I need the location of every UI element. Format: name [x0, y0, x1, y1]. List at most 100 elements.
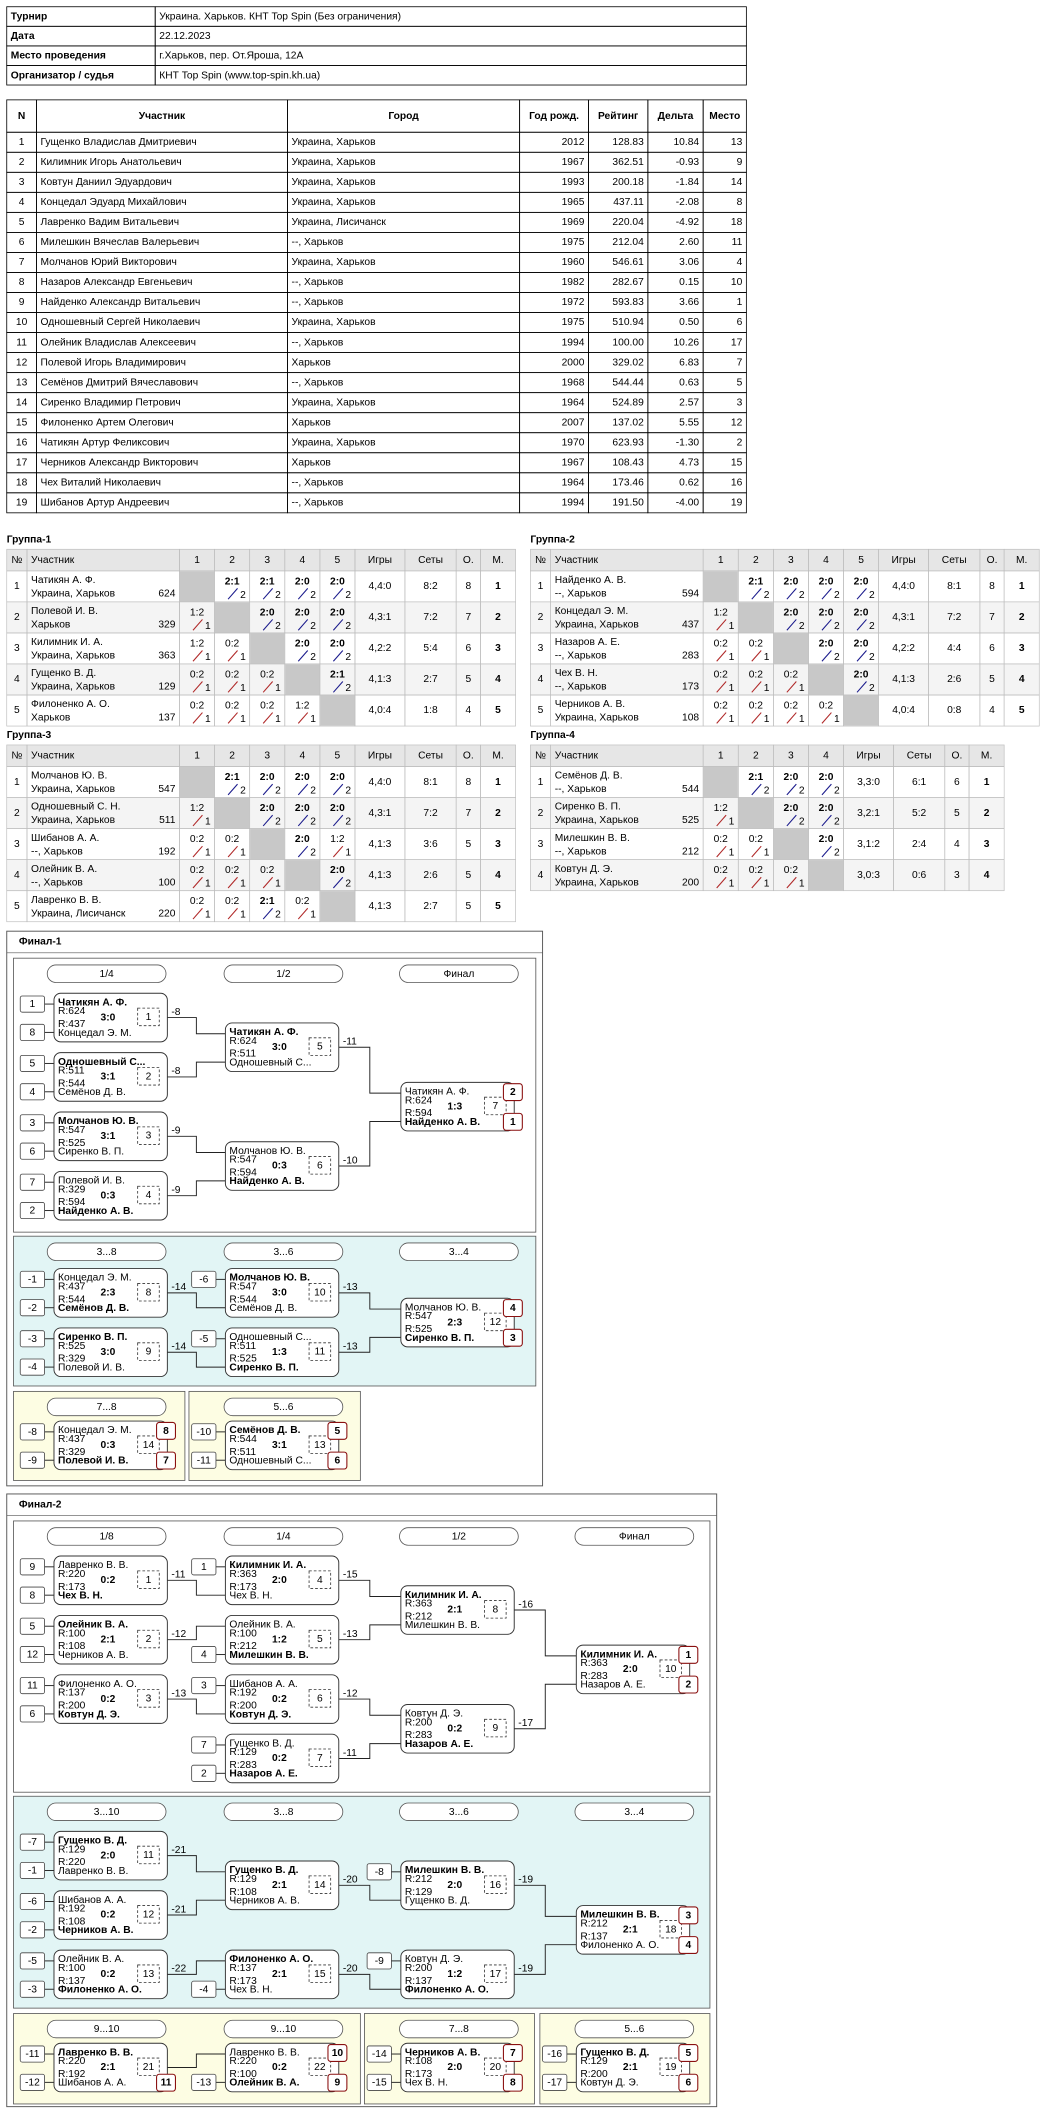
rating-top: R:220	[229, 2056, 257, 2067]
column-header: Игры	[892, 555, 916, 566]
row-number: 4	[14, 870, 20, 881]
cell-text: 3	[19, 177, 25, 188]
player-rating: 624	[158, 589, 175, 600]
bracket-connector	[167, 1351, 226, 1368]
seed-label: -2	[28, 1303, 37, 1314]
place-box	[156, 1421, 176, 1440]
cell-text: 9	[19, 297, 25, 308]
match-points: 2	[310, 786, 316, 797]
player-top: Ковтун Д. Э.	[405, 1954, 463, 1965]
score-slash	[751, 783, 762, 796]
match-number: 16	[490, 1880, 502, 1891]
match-box	[400, 1860, 515, 1911]
match-number-box	[137, 1689, 160, 1708]
score-slash	[297, 619, 309, 631]
rating-top: R:129	[229, 1747, 257, 1758]
seed-box	[19, 1173, 45, 1191]
match-points: 2	[310, 848, 316, 859]
score-slash	[227, 845, 238, 858]
match-score: 2:1	[260, 896, 275, 907]
seed-label: 2	[201, 1768, 207, 1779]
self-cell	[250, 633, 285, 664]
place-box	[502, 2044, 523, 2062]
match-points: 2	[345, 786, 351, 797]
row-games: 4,4:0	[369, 581, 392, 592]
match-box	[400, 1704, 515, 1754]
row-games: 4,1:3	[369, 674, 392, 685]
score-slash	[821, 650, 832, 662]
seed-box	[19, 1921, 45, 1939]
score-slash	[297, 783, 309, 796]
cell-text: 1975	[562, 317, 585, 328]
seed-box	[191, 1451, 217, 1469]
cell-text: 17	[731, 337, 743, 348]
match-score: 0:2	[190, 896, 205, 907]
cell-text: 11	[732, 237, 743, 248]
match-score: 2:0	[330, 607, 345, 618]
cell-text: 0.15	[679, 277, 699, 288]
player-bottom: Сиренко В. П.	[58, 1147, 124, 1158]
cell-text: Милешкин Вячеслав Валерьевич	[40, 237, 199, 248]
score-slash	[786, 712, 797, 724]
match-points: 2	[345, 652, 351, 663]
match-score: 1:2	[272, 1634, 287, 1645]
match-box	[53, 1268, 168, 1318]
cell-text: Украина, Харьков	[292, 157, 376, 168]
match-points: 2	[834, 621, 840, 632]
bracket-connector	[514, 1609, 577, 1657]
match-number-box	[659, 1659, 682, 1678]
player-bottom: Семёнов Д. В.	[229, 1303, 297, 1314]
row-games: 4,1:3	[369, 870, 392, 881]
bracket-connector	[167, 1855, 226, 1873]
round-pill	[223, 1802, 344, 1821]
match-number: 21	[143, 2062, 155, 2073]
score-slash	[262, 712, 274, 724]
round-pill	[46, 1802, 167, 1821]
match-number: 9	[146, 1347, 152, 1358]
loser-route: -20	[343, 1964, 358, 1975]
cell-text: 15	[731, 457, 743, 468]
match-score: 2:0	[447, 1880, 462, 1891]
column-header: 2	[753, 555, 759, 566]
match-score: 0:2	[714, 834, 729, 845]
final-place: 6	[685, 2078, 691, 2089]
row-points: 5	[465, 870, 471, 881]
match-number-box	[137, 1629, 160, 1649]
rating-top: R:363	[580, 1658, 608, 1669]
loser-route: -20	[343, 1875, 358, 1886]
player-city: Харьков	[31, 620, 70, 631]
match-number-box	[137, 1570, 160, 1589]
seed-box	[19, 1952, 45, 1970]
seed-label: 5	[30, 1621, 36, 1632]
player-rating: 212	[682, 846, 699, 857]
player-bottom: Черников А. В.	[58, 1650, 128, 1661]
seed-box	[19, 1980, 45, 1998]
match-number-box	[484, 1600, 507, 1619]
player-bottom: Чех В. Н.	[58, 1591, 103, 1602]
rating-bottom: R:544	[58, 1294, 86, 1305]
seed-box	[19, 1083, 45, 1101]
match-box	[53, 1555, 168, 1606]
match-box	[224, 1733, 340, 1784]
seed-label: -15	[372, 2077, 387, 2088]
player-bottom: Милешкин В. В.	[229, 1650, 308, 1661]
loser-route: -12	[171, 1629, 186, 1640]
match-box	[224, 1141, 340, 1191]
loser-route: -13	[343, 1629, 358, 1640]
round-label: 1/2	[452, 1532, 467, 1543]
seed-box	[19, 1270, 45, 1288]
match-score: 0:2	[225, 834, 240, 845]
row-number: 3	[538, 839, 544, 850]
player-bottom: Найденко А. В.	[405, 1117, 480, 1128]
match-points: 1	[764, 652, 770, 663]
row-points: 7	[465, 612, 471, 623]
score-slash	[821, 845, 832, 858]
match-points: 2	[869, 590, 875, 601]
seed-box	[19, 1358, 45, 1376]
player-name: Семёнов Д. В.	[555, 771, 623, 782]
player-rating: 137	[158, 713, 175, 724]
rating-top: R:363	[405, 1599, 433, 1610]
match-number: 10	[314, 1287, 326, 1298]
player-rating: 594	[682, 589, 699, 600]
